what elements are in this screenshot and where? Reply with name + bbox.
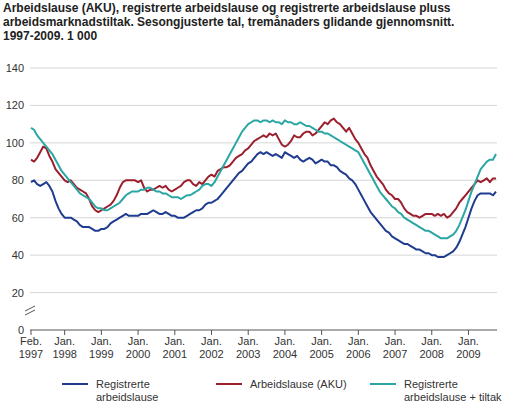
series-line bbox=[31, 120, 496, 238]
x-tick-label: Jan.1999 bbox=[89, 335, 113, 360]
text-line: Jan. bbox=[91, 335, 112, 347]
series-line bbox=[31, 152, 496, 257]
chart: Arbeidslause (AKU), registrerte arbeidsl… bbox=[0, 0, 513, 415]
legend-label: Registrertearbeidslause + tiltak bbox=[404, 378, 502, 403]
text-line: arbeidslause + tiltak bbox=[404, 391, 502, 403]
x-tick-label: Jan.2000 bbox=[126, 335, 150, 360]
legend-label: Arbeidslause (AKU) bbox=[250, 378, 347, 390]
x-tick-label: Jan.2009 bbox=[456, 335, 480, 360]
y-tick-label: 20 bbox=[12, 287, 24, 299]
text-line: 2008 bbox=[420, 348, 444, 360]
legend-swatch bbox=[216, 383, 242, 385]
x-tick-label: Jan.2008 bbox=[420, 335, 444, 360]
y-tick-label: 100 bbox=[6, 137, 24, 149]
grid-line bbox=[30, 217, 497, 218]
text-line: Jan. bbox=[458, 335, 479, 347]
text-line: Jan. bbox=[128, 335, 149, 347]
text-line: Jan. bbox=[421, 335, 442, 347]
text-line: 2003 bbox=[236, 348, 260, 360]
x-tick-label: Jan.1998 bbox=[52, 335, 76, 360]
plot-area bbox=[31, 119, 496, 257]
y-tick-label: 120 bbox=[6, 99, 24, 111]
text-line: arbeidsmarknadstiltak. Sesongjusterte ta… bbox=[3, 15, 454, 29]
text-line: 2000 bbox=[126, 348, 150, 360]
y-tick-label: 80 bbox=[12, 174, 24, 186]
y-tick-label: 40 bbox=[12, 249, 24, 261]
axis-break bbox=[25, 306, 35, 311]
text-line: Jan. bbox=[164, 335, 185, 347]
text-line: 2009 bbox=[456, 348, 480, 360]
x-tick-label: Jan.2003 bbox=[236, 335, 260, 360]
text-line: Registrerte bbox=[96, 378, 150, 390]
x-axis bbox=[30, 330, 497, 331]
text-line: Jan. bbox=[201, 335, 222, 347]
text-line: 2007 bbox=[383, 348, 407, 360]
text-line: Jan. bbox=[275, 335, 296, 347]
x-tick-label: Jan.2002 bbox=[199, 335, 223, 360]
x-tick-label: Jan.2007 bbox=[383, 335, 407, 360]
text-line: arbeidslause bbox=[96, 391, 158, 403]
x-tick-label: Jan.2001 bbox=[163, 335, 187, 360]
text-line: Jan. bbox=[54, 335, 75, 347]
text-line: 2004 bbox=[273, 348, 297, 360]
x-tick-label: Jan.2005 bbox=[309, 335, 333, 360]
grid-line bbox=[30, 255, 497, 256]
text-line: Feb. bbox=[20, 335, 42, 347]
legend-swatch bbox=[370, 383, 396, 385]
text-line: 1999 bbox=[89, 348, 113, 360]
grid-line bbox=[30, 105, 497, 106]
series-line bbox=[31, 119, 496, 218]
text-line: Jan. bbox=[238, 335, 259, 347]
text-line: Arbeidslause (AKU) bbox=[250, 378, 347, 390]
y-tick-label: 140 bbox=[6, 62, 24, 74]
legend-label: Registrertearbeidslause bbox=[96, 378, 158, 403]
x-tick-label: Feb.1997 bbox=[19, 335, 43, 360]
legend-swatch bbox=[62, 383, 88, 385]
text-line: Registrerte bbox=[404, 378, 458, 390]
y-tick-label: 60 bbox=[12, 212, 24, 224]
text-line: 1997-2009. 1 000 bbox=[3, 29, 97, 43]
x-tick-label: Jan.2006 bbox=[346, 335, 370, 360]
text-line: Jan. bbox=[311, 335, 332, 347]
text-line: 2001 bbox=[163, 348, 187, 360]
grid-line bbox=[30, 142, 497, 143]
text-line: Jan. bbox=[348, 335, 369, 347]
text-line: Jan. bbox=[385, 335, 406, 347]
grid-line bbox=[30, 180, 497, 181]
text-line: 2006 bbox=[346, 348, 370, 360]
text-line: 1997 bbox=[19, 348, 43, 360]
text-line: Arbeidslause (AKU), registrerte arbeidsl… bbox=[3, 1, 451, 15]
text-line: 2002 bbox=[199, 348, 223, 360]
title: Arbeidslause (AKU), registrerte arbeidsl… bbox=[3, 1, 454, 43]
grid-line bbox=[30, 68, 497, 69]
text-line: 2005 bbox=[309, 348, 333, 360]
grid-line bbox=[30, 292, 497, 293]
x-tick-label: Jan.2004 bbox=[273, 335, 297, 360]
text-line: 1998 bbox=[52, 348, 76, 360]
